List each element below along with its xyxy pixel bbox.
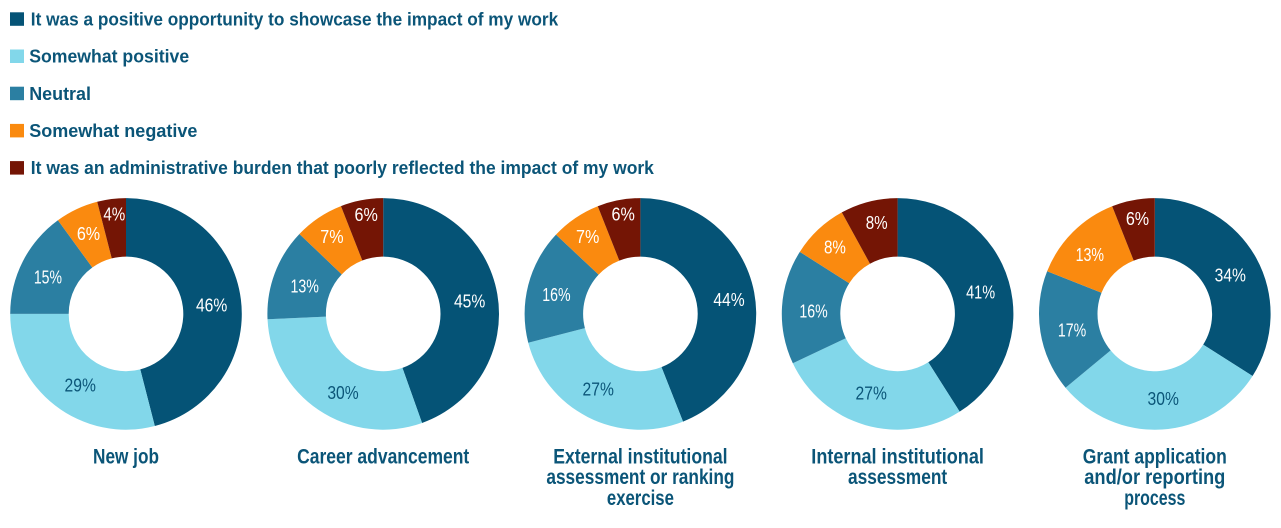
svg-text:Internal institutional: Internal institutional [811, 445, 984, 468]
svg-text:External institutional: External institutional [553, 445, 727, 468]
svg-text:16%: 16% [542, 285, 570, 305]
svg-text:29%: 29% [65, 375, 96, 395]
svg-text:7%: 7% [320, 227, 343, 247]
svg-text:New job: New job [93, 445, 159, 468]
svg-text:27%: 27% [856, 384, 887, 404]
svg-text:30%: 30% [1148, 389, 1179, 409]
svg-text:8%: 8% [866, 213, 888, 233]
svg-text:44%: 44% [713, 290, 744, 310]
svg-text:exercise: exercise [607, 487, 674, 510]
svg-text:Somewhat negative: Somewhat negative [29, 120, 197, 141]
svg-text:13%: 13% [291, 277, 319, 297]
svg-text:Career advancement: Career advancement [297, 445, 469, 468]
svg-text:It was a positive opportunity: It was a positive opportunity to showcas… [31, 8, 559, 29]
svg-text:41%: 41% [966, 282, 995, 302]
svg-text:Somewhat positive: Somewhat positive [29, 46, 189, 67]
svg-text:17%: 17% [1058, 321, 1086, 341]
svg-text:6%: 6% [1126, 209, 1149, 229]
svg-text:16%: 16% [799, 302, 827, 322]
svg-text:It was an administrative burde: It was an administrative burden that poo… [31, 157, 655, 178]
svg-text:7%: 7% [576, 227, 599, 247]
svg-text:6%: 6% [77, 224, 100, 244]
svg-text:assessment: assessment [848, 466, 947, 489]
svg-text:Neutral: Neutral [29, 83, 91, 104]
svg-text:Grant application: Grant application [1083, 445, 1227, 468]
svg-text:4%: 4% [103, 205, 125, 225]
svg-text:15%: 15% [34, 267, 62, 287]
svg-text:process: process [1124, 487, 1185, 510]
svg-text:and/or reporting: and/or reporting [1084, 466, 1225, 489]
svg-text:30%: 30% [327, 383, 358, 403]
svg-text:6%: 6% [355, 205, 378, 225]
svg-text:13%: 13% [1076, 245, 1104, 265]
svg-text:34%: 34% [1215, 265, 1246, 285]
svg-text:assessment or ranking: assessment or ranking [546, 466, 734, 489]
svg-text:6%: 6% [612, 205, 635, 225]
svg-text:27%: 27% [583, 379, 614, 399]
svg-text:8%: 8% [824, 238, 846, 258]
svg-text:45%: 45% [454, 292, 485, 312]
svg-text:46%: 46% [196, 295, 227, 315]
